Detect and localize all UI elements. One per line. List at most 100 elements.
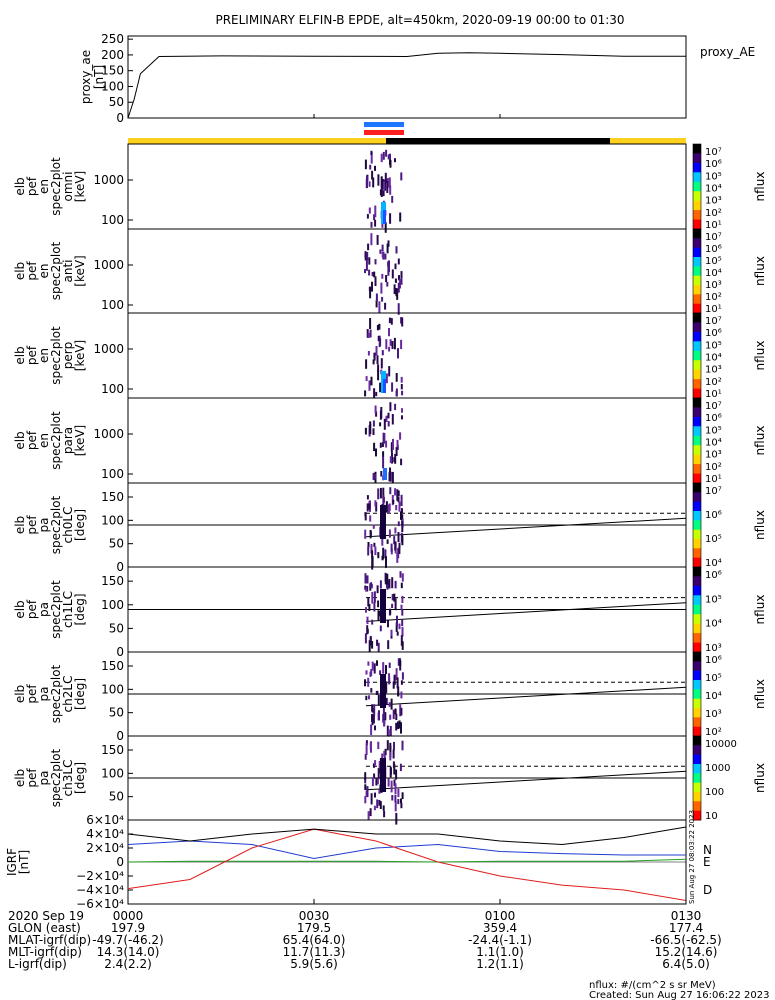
en_anti-colorbar-tick: 10⁴: [705, 268, 722, 279]
en_anti-pixel: [397, 282, 400, 293]
pa_ch1-pixel: [371, 619, 374, 625]
pa_ch1-pixel: [373, 591, 376, 603]
pa_ch2-pixel: [395, 722, 398, 731]
pa_ch2-pixel: [394, 708, 397, 715]
orbit-row-value: -66.5(-62.5): [650, 933, 721, 947]
en_anti-ylabel-line: anti: [61, 260, 75, 283]
pa_ch1-pixel: [384, 572, 387, 582]
en_para-colorbar-tick: 10⁶: [705, 413, 722, 424]
pa_ch3-pixel: [394, 794, 397, 803]
igrf-legend-e: E: [703, 855, 711, 869]
pa_ch2-colorbar-band: [693, 698, 701, 709]
pa_ch3-pixel: [397, 799, 400, 805]
en_omni-colorbar-band: [693, 219, 701, 230]
pa_ch3-ylabel-line: pa: [37, 771, 51, 786]
pa_ch2-pixel: [370, 688, 373, 693]
pa_ch3-pixel: [373, 805, 376, 811]
en_omni-pixel: [366, 175, 368, 188]
pa_ch1-pixel: [367, 597, 370, 607]
en_para-pixel: [390, 442, 393, 453]
en_anti-colorbar-tick: 10⁶: [705, 244, 722, 255]
en_anti-pixel: [374, 259, 377, 265]
en_para-pixel: [400, 458, 403, 466]
en_perp-pixel: [373, 388, 376, 398]
en_para-pixel: [387, 412, 390, 419]
pa_ch3-pixel: [383, 750, 386, 757]
pa_ch1-ytick-label: 0: [116, 645, 124, 659]
en_anti-pixel: [384, 302, 387, 310]
pa_ch3-pixel: [369, 808, 372, 817]
en_anti-pixel: [368, 269, 371, 276]
pa_ch0-colorbar-tick: 10⁶: [705, 510, 722, 521]
en_perp-ytick-label: 1000: [93, 342, 124, 356]
en_perp-pixel: [368, 380, 371, 391]
orbit-row-value: 0100: [485, 909, 516, 923]
orbit-row-value: 5.9(5.6): [290, 957, 338, 971]
proxy-ae-ytick-label: 150: [101, 64, 124, 78]
en_para-ylabel-line: pef: [25, 430, 39, 450]
en_omni-colorbar-tick: 10⁵: [705, 171, 722, 182]
en_anti-pixel: [371, 272, 374, 277]
en_omni-pixel: [389, 153, 391, 160]
en_para-pixel: [389, 456, 392, 463]
pa_ch3-pixel: [394, 783, 397, 794]
pa_ch2-ylabel-line: pef: [25, 684, 39, 704]
en_para-pixel: [369, 421, 372, 427]
pa_ch2-pixel: [385, 697, 388, 706]
en_perp-pixel: [367, 332, 370, 338]
igrf-ylabel: IGRF[nT]: [5, 848, 31, 876]
en_para-colorbar-band: [693, 426, 701, 437]
pa_ch2-colorbar-band: [693, 680, 701, 690]
pa_ch3-colorbar-band: [693, 736, 701, 746]
pa_ch0-colorbar-label: nflux: [753, 510, 767, 540]
en_anti-colorbar-tick: 10⁷: [705, 232, 722, 243]
pa_ch3-colorbar-band: [693, 801, 701, 812]
pa_ch0-ylabel-line: spec2plot: [49, 495, 63, 554]
pa_ch3-pixel: [372, 763, 375, 768]
pa_ch3-pixel: [395, 812, 398, 825]
pa_ch1-pixel: [400, 582, 403, 589]
pa_ch1-pixel: [366, 625, 369, 635]
pa_ch3-colorbar-band: [693, 810, 701, 821]
pa_ch3-ylabel: elbpefpaspec2plotch3LC[deg]: [13, 748, 87, 807]
en_omni-colorbar-band: [693, 191, 701, 202]
en_para-ylabel-line: para: [61, 427, 75, 454]
en_anti-pixel: [385, 275, 388, 283]
pa_ch1-ylabel-line: pef: [25, 599, 39, 619]
en_omni-pixel: [372, 177, 375, 188]
pa_ch1-pixel: [373, 602, 376, 612]
en_anti-pixel: [381, 251, 384, 258]
pa_ch3-pixel: [386, 740, 389, 751]
igrf-series-n: [127, 840, 686, 860]
pa_ch2-pixel: [383, 719, 386, 727]
orbit-row-value: 197.9: [111, 921, 145, 935]
en_anti-colorbar-band: [693, 257, 701, 267]
en_omni-pixel: [384, 222, 387, 233]
pa_ch2-colorbar-band: [693, 708, 701, 718]
en_para-colorbar-tick: 10²: [705, 462, 722, 473]
pa_ch3-pixel: [374, 792, 376, 798]
pa_ch1-pixel: [391, 577, 394, 589]
en_omni-pixel: [388, 177, 391, 188]
en_para-pixel: [380, 471, 383, 477]
orbit-row-value: 0000: [113, 909, 144, 923]
pa_ch1-pixel: [394, 598, 397, 611]
pa_ch3-colorbar-band: [693, 745, 701, 756]
en_anti-pixel: [375, 300, 378, 308]
en_omni-colorbar-label: nflux: [753, 172, 767, 202]
pa_ch2-pixel: [395, 668, 398, 680]
pa_ch0-pixel: [401, 521, 404, 532]
en_para-pixel: [381, 442, 384, 447]
en_omni-pixel: [374, 165, 376, 171]
pa_ch3-ylabel-line: pef: [25, 768, 39, 788]
en_anti-ylabel-line: elb: [13, 262, 27, 280]
pa_ch3-pixel: [401, 792, 404, 800]
en_para-pixel: [372, 428, 375, 435]
proxy-ae-ytick-label: 250: [101, 32, 124, 46]
pa_ch0-pixel: [382, 547, 385, 560]
en_para-pixel: [380, 407, 383, 419]
en_para-colorbar-band: [693, 454, 701, 465]
pa_ch3-pixel: [393, 763, 396, 775]
en_omni-ylabel-line: omni: [61, 172, 75, 202]
